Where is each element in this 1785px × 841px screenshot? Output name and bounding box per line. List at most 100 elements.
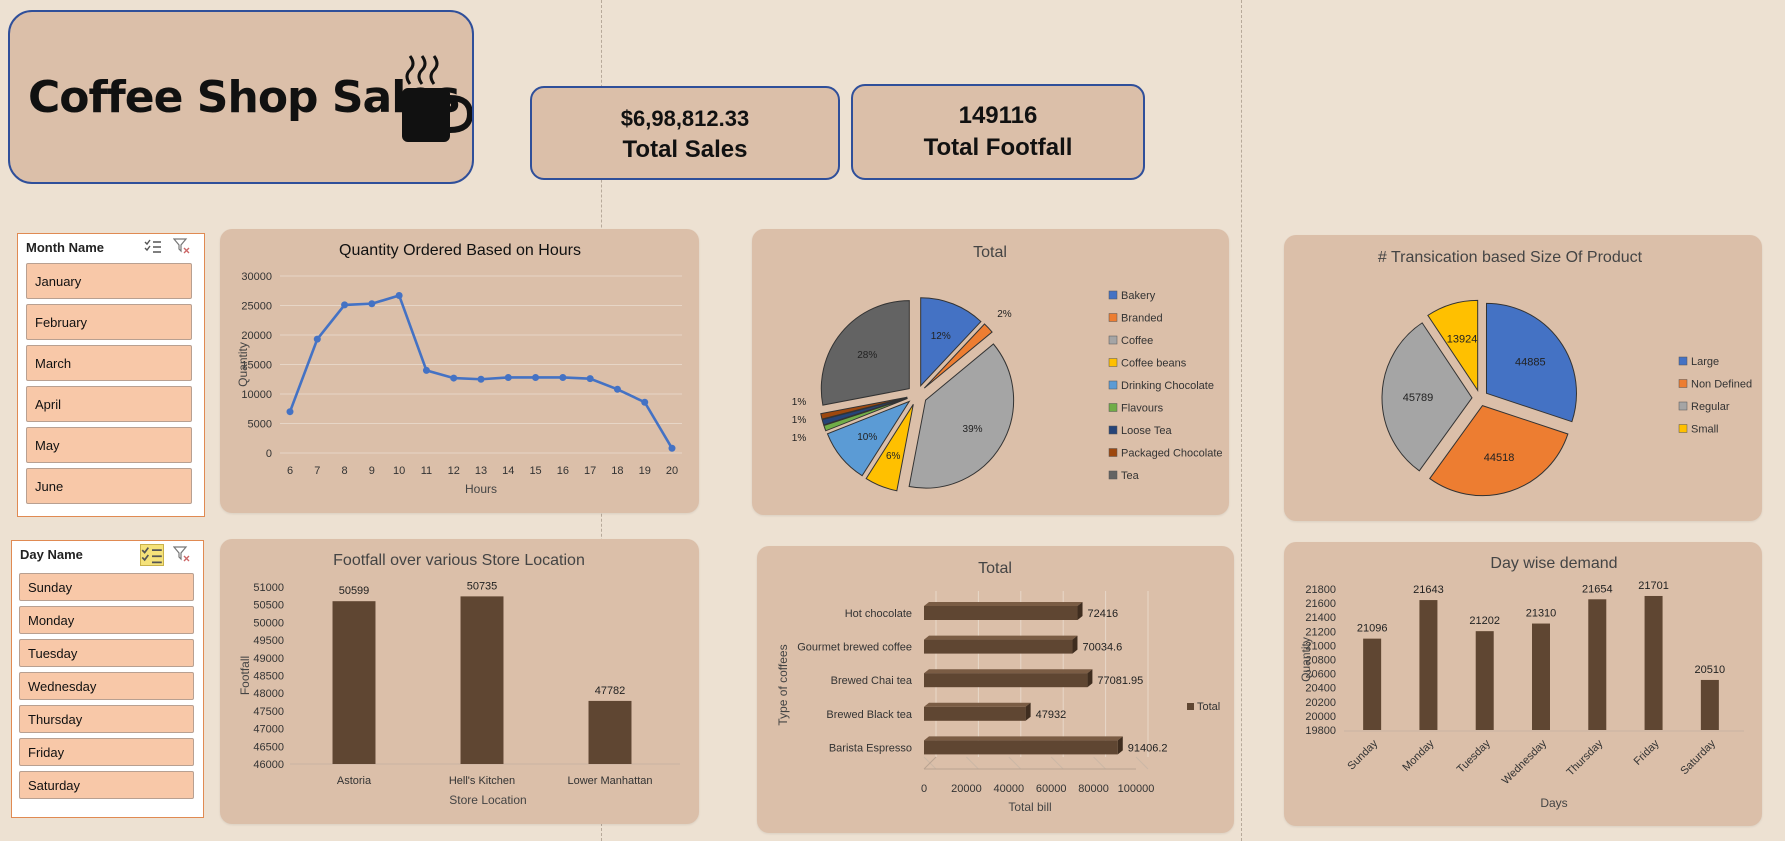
data-label: 12% [931,331,951,342]
x-tick-label: 0 [921,783,927,795]
legend-label: Bakery [1121,290,1156,302]
y-tick-label: 20600 [1305,669,1336,681]
x-tick-label: 16 [557,465,569,477]
bar-top [924,602,1083,606]
x-axis-label: Hours [465,482,497,496]
data-label: 21654 [1582,583,1613,595]
clear-filter-icon[interactable] [173,546,191,562]
bar [924,639,1073,654]
day-bar-chart: Day wise demand 19800 20000 20200 20400 20600… [1299,555,1744,810]
legend-swatch [1108,380,1118,390]
coffee-hbar-chart: Total 0 20000 40000 60000 80000 100000 72416 Hot… [776,560,1220,814]
legend-swatch [1187,703,1194,710]
slicer-item-wednesday[interactable]: Wednesday [19,672,194,700]
legend-swatch [1108,335,1118,345]
data-label: 47932 [1036,709,1067,721]
slicer-header: Month Name [26,240,104,255]
y-tick-label: 50500 [253,600,284,612]
x-tick-label: 60000 [1036,783,1067,795]
x-tick-label: 6 [287,465,293,477]
bar [460,596,504,764]
pie-slice [821,397,908,426]
pie-slice [1427,299,1479,392]
data-label: 13924 [1447,334,1478,346]
data-label: 45789 [1403,392,1434,404]
y-tick-label: 51000 [253,582,284,594]
legend-label: Small [1691,424,1719,436]
slicer-item-monday[interactable]: Monday [19,606,194,634]
kpi-label: Total Footfall [923,134,1073,161]
data-label: 21202 [1469,615,1500,627]
y-tick-label: 46000 [253,759,284,771]
data-label: 44518 [1484,452,1515,464]
x-tick-label: Friday [1632,737,1662,767]
slicer-item-february[interactable]: February [26,304,192,340]
pie-slice [1485,302,1577,423]
slicer-item-friday[interactable]: Friday [19,738,194,766]
y-tick-label: Brewed Black tea [826,709,912,721]
dashboard-title-box: Coffee Shop Sales [8,10,474,184]
data-label: 91406.2 [1128,742,1168,754]
x-tick-label: 15 [529,465,541,477]
y-tick-label: 0 [266,448,272,460]
y-axis-label: Quantity [236,342,250,387]
y-tick-label: 48500 [253,671,284,683]
y-tick-label: Barista Espresso [829,742,912,754]
x-tick-label: Monday [1400,737,1437,774]
bar [924,740,1118,755]
slicer-item-january[interactable]: January [26,263,192,299]
data-point [341,301,349,309]
slicer-item-june[interactable]: June [26,468,192,504]
slicer-item-sunday[interactable]: Sunday [19,573,194,601]
y-tick-label: 20400 [1305,683,1336,695]
slicer-item-saturday[interactable]: Saturday [19,771,194,799]
chart-title: Total [978,560,1012,577]
bar-top [924,635,1078,640]
y-tick-label: 46500 [253,741,284,753]
y-axis-label: Type of coffees [776,644,790,725]
slicer-item-may[interactable]: May [26,427,192,463]
x-tick-label: Tuesday [1455,737,1493,775]
data-point [586,375,594,383]
legend-label: Packaged Chocolate [1121,448,1223,460]
slicer-item-march[interactable]: March [26,345,192,381]
clear-filter-icon[interactable] [173,238,191,254]
y-tick-label: Brewed Chai tea [831,675,913,687]
data-label: 77081.95 [1097,675,1143,687]
multi-select-icon[interactable] [144,238,162,254]
slicer-item-thursday[interactable]: Thursday [19,705,194,733]
bar-top [924,669,1093,674]
bar [1475,631,1494,730]
bar-side [1087,669,1093,688]
data-point [559,373,567,381]
x-tick-label: 19 [639,465,651,477]
store-bar-chart-tile: Footfall over various Store Location 4600… [220,539,699,824]
size-pie-chart-tile: # Transication based Size Of Product 4488… [1284,235,1762,521]
legend-swatch [1108,403,1118,412]
legend-label: Loose Tea [1121,425,1172,437]
size-pie-chart: # Transication based Size Of Product 4488… [1378,249,1752,497]
data-label: 2% [997,309,1012,320]
data-label: 21096 [1357,623,1388,635]
data-label: 50599 [339,585,370,597]
multi-select-icon[interactable] [140,544,164,566]
bar [924,606,1078,620]
data-label: 21643 [1413,584,1444,596]
data-label: 72416 [1088,608,1119,620]
data-point [286,408,294,416]
y-tick-label: 20000 [1305,711,1336,723]
pie-slice [865,404,914,492]
y-tick-label: 30000 [241,271,272,283]
pie-slice [908,343,1015,489]
data-point [313,335,321,343]
data-label: 70034.6 [1082,642,1122,654]
slicer-item-tuesday[interactable]: Tuesday [19,639,194,667]
y-tick-label: 21000 [1305,640,1336,652]
slicer-item-april[interactable]: April [26,386,192,422]
x-tick-label: 20000 [951,783,982,795]
chart-title: Day wise demand [1490,555,1617,572]
bar [1532,623,1550,730]
category-pie-chart: Total 12% 2% 39% 6% 10% 1% 1% 1% 28% Bakery Branded… [792,244,1223,492]
x-tick-label: Sunday [1345,737,1380,772]
y-tick-label: Hot chocolate [845,608,912,620]
